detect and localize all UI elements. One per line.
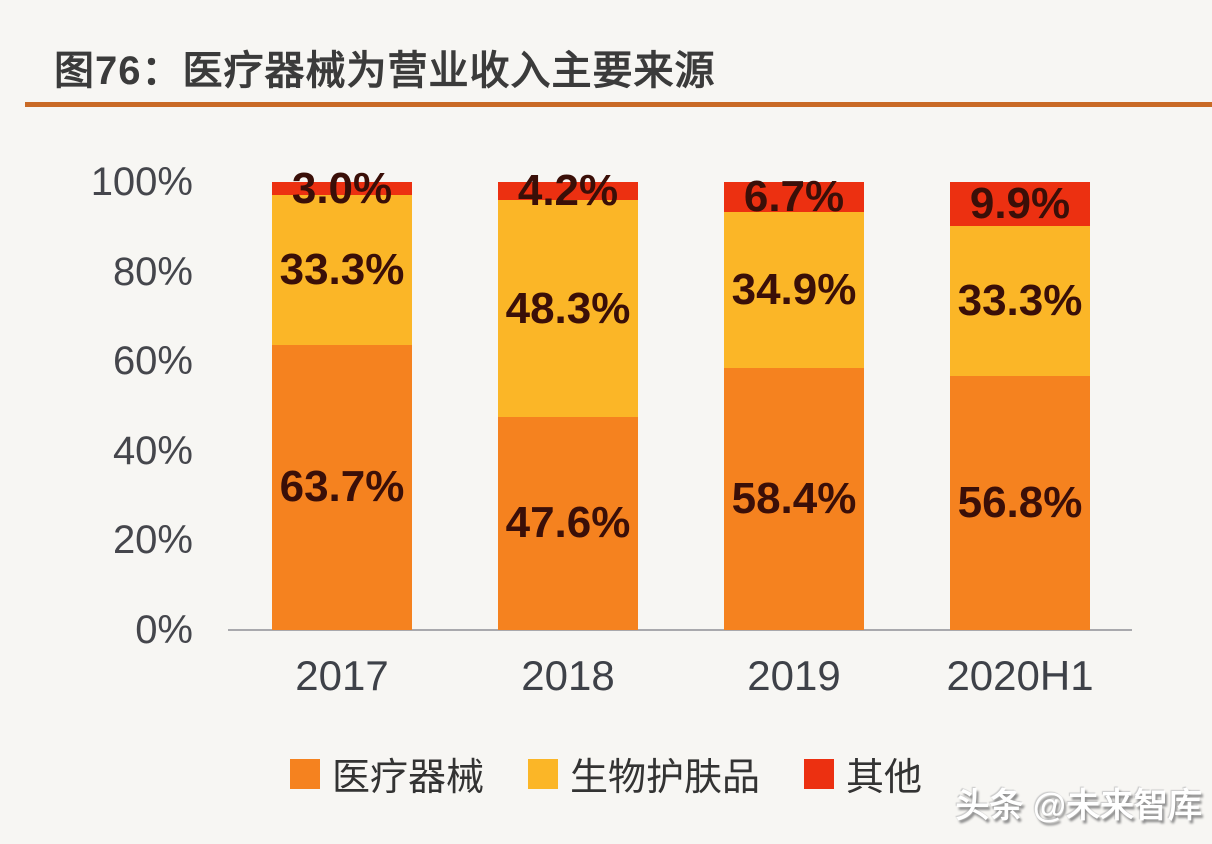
- chart-legend: 医疗器械 生物护肤品 其他: [0, 746, 1212, 801]
- bar-2020H1: 9.9% 33.3% 56.8%: [950, 182, 1090, 630]
- y-tick-label: 100%: [90, 160, 193, 204]
- bar-2018: 4.2% 48.3% 47.6%: [498, 168, 638, 630]
- segment-value-label: 33.3%: [279, 245, 405, 295]
- y-tick-label: 0%: [135, 608, 193, 652]
- legend-item-medical-devices: 医疗器械: [289, 746, 484, 801]
- segment-bio-skincare: 33.3%: [950, 226, 1090, 376]
- stacked-bar-plot-area: 3.0% 33.3% 63.7% 4.2% 48.3% 47.6% 6.7% 34.9% 58.…: [230, 166, 1130, 630]
- legend-item-other: 其他: [804, 746, 922, 801]
- segment-medical-devices: 56.8%: [950, 375, 1090, 630]
- figure-title: 图76：医疗器械为营业收入主要来源: [54, 49, 716, 93]
- legend-label: 医疗器械: [331, 757, 484, 799]
- segment-value-label: 56.8%: [957, 477, 1083, 527]
- segment-other: 3.0%: [272, 166, 412, 210]
- segment-value-label: 33.3%: [957, 275, 1083, 325]
- legend-item-bio-skincare: 生物护肤品: [527, 746, 760, 801]
- y-axis: 100% 80% 60% 40% 20% 0%: [28, 0, 193, 700]
- segment-value-label: 6.7%: [743, 172, 845, 222]
- legend-swatch-other: [804, 758, 834, 789]
- x-tick-label-2020H1: 2020H1: [946, 652, 1094, 699]
- segment-value-label: 3.0%: [291, 163, 393, 213]
- segment-bio-skincare: 34.9%: [724, 212, 864, 369]
- x-tick-label-2018: 2018: [521, 652, 615, 699]
- title-underline-rule: [25, 102, 1212, 107]
- bar-2017: 3.0% 33.3% 63.7%: [272, 166, 412, 630]
- segment-medical-devices: 63.7%: [272, 344, 412, 630]
- y-tick-label: 40%: [112, 428, 193, 473]
- bar-2019: 6.7% 34.9% 58.4%: [724, 175, 864, 630]
- segment-medical-devices: 47.6%: [498, 416, 638, 630]
- segment-other: 9.9%: [950, 179, 1090, 229]
- segment-value-label: 9.9%: [969, 179, 1071, 229]
- segment-value-label: 63.7%: [279, 462, 405, 512]
- segment-value-label: 47.6%: [505, 498, 631, 548]
- watermark: 头条 @未来智库: [955, 787, 1202, 825]
- segment-bio-skincare: 48.3%: [498, 200, 638, 417]
- segment-other: 4.2%: [498, 168, 638, 212]
- x-tick-label-2017: 2017: [295, 652, 389, 699]
- segment-bio-skincare: 33.3%: [272, 195, 412, 345]
- segment-medical-devices: 58.4%: [724, 368, 864, 630]
- legend-label: 其他: [846, 757, 923, 799]
- segment-other: 6.7%: [724, 175, 864, 219]
- y-tick-label: 20%: [112, 518, 193, 563]
- x-tick-label-2019: 2019: [747, 652, 841, 699]
- legend-swatch-medical-devices: [289, 758, 320, 789]
- segment-value-label: 58.4%: [731, 474, 857, 524]
- segment-value-label: 4.2%: [517, 165, 619, 215]
- legend-label: 生物护肤品: [569, 757, 760, 799]
- x-axis-baseline: [228, 629, 1132, 631]
- segment-value-label: 48.3%: [505, 283, 631, 333]
- y-tick-label: 60%: [112, 339, 193, 384]
- y-tick-label: 80%: [112, 249, 193, 294]
- legend-swatch-bio-skincare: [527, 758, 558, 789]
- segment-value-label: 34.9%: [731, 265, 857, 315]
